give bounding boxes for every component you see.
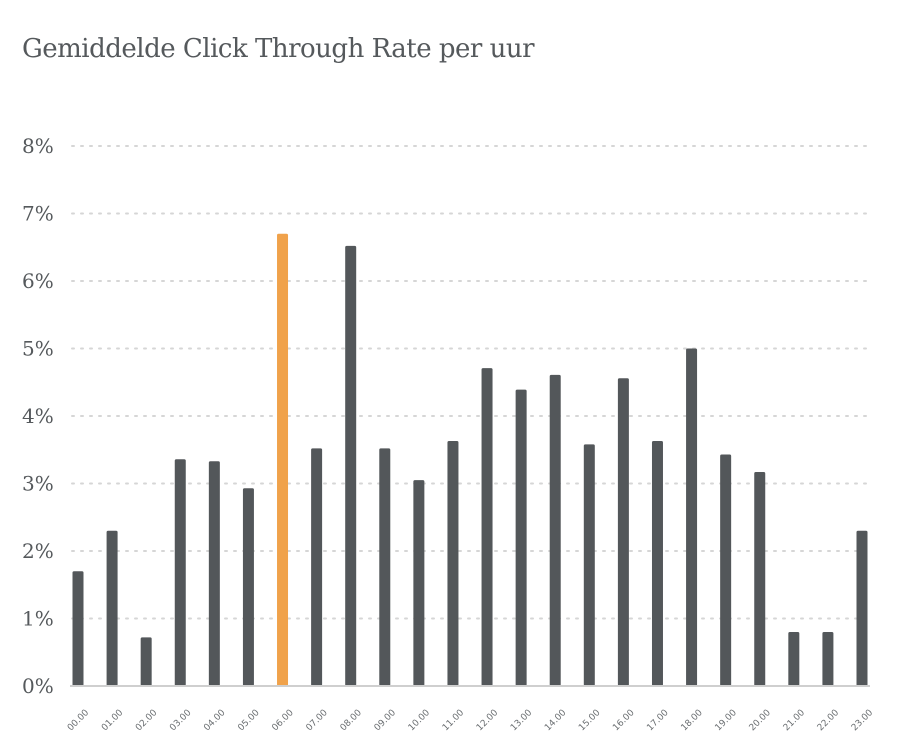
- x-tick-label: 01.00: [100, 708, 125, 733]
- bar-09-00: [379, 448, 391, 686]
- y-tick-label: 1%: [22, 607, 54, 631]
- bar-23-00: [856, 530, 868, 686]
- x-tick-label: 10.00: [407, 708, 432, 733]
- bar-08-00: [345, 245, 357, 686]
- x-tick-label: 00.00: [66, 708, 91, 733]
- y-tick-label: 8%: [22, 134, 54, 158]
- bar-00-00: [72, 571, 84, 686]
- x-tick-label: 11.00: [441, 708, 466, 733]
- x-tick-label: 15.00: [577, 708, 602, 733]
- bar-19-00: [720, 454, 732, 686]
- y-axis-ticks: 0% 1% 2% 3% 4% 5% 6% 7% 8%: [22, 134, 54, 698]
- x-tick-label: 21.00: [782, 708, 807, 733]
- x-tick-label: 17.00: [645, 708, 670, 733]
- gridlines: [71, 145, 871, 620]
- x-tick-label: 12.00: [475, 708, 500, 733]
- bar-04-00: [208, 461, 220, 686]
- x-tick-label: 14.00: [543, 708, 568, 733]
- y-tick-label: 7%: [22, 202, 54, 226]
- x-tick-label: 16.00: [611, 708, 636, 733]
- x-tick-label: 08.00: [339, 708, 364, 733]
- bar-10-00: [413, 480, 425, 686]
- x-tick-label: 04.00: [202, 708, 227, 733]
- bar-13-00: [515, 389, 527, 686]
- x-tick-label: 22.00: [816, 708, 841, 733]
- bar-07-00: [311, 448, 323, 686]
- chart-title: Gemiddelde Click Through Rate per uur: [22, 34, 535, 64]
- bar-21-00: [788, 632, 800, 686]
- x-tick-label: 02.00: [134, 708, 159, 733]
- bar-20-00: [754, 472, 766, 686]
- x-tick-label: 05.00: [236, 708, 261, 733]
- x-tick-label: 07.00: [305, 708, 330, 733]
- bar-02-00: [140, 637, 152, 686]
- bar-06-00: [277, 233, 289, 686]
- y-tick-label: 6%: [22, 269, 54, 293]
- x-tick-label: 03.00: [168, 708, 193, 733]
- bar-16-00: [617, 378, 629, 686]
- x-axis-ticks: 00.00 01.00 02.00 03.00 04.00 05.00 06.00 07.00…: [66, 708, 875, 733]
- bar-14-00: [549, 374, 561, 686]
- bar-11-00: [447, 440, 459, 686]
- x-tick-label: 09.00: [373, 708, 398, 733]
- bar-03-00: [174, 459, 186, 686]
- x-tick-label: 19.00: [714, 708, 739, 733]
- y-tick-label: 3%: [22, 472, 54, 496]
- bar-22-00: [822, 632, 834, 686]
- bar-01-00: [106, 530, 118, 686]
- y-tick-label: 2%: [22, 539, 54, 563]
- x-tick-label: 06.00: [270, 708, 295, 733]
- y-tick-label: 4%: [22, 404, 54, 428]
- bar-12-00: [481, 368, 493, 686]
- y-tick-label: 5%: [22, 337, 54, 361]
- bar-05-00: [242, 488, 254, 686]
- y-tick-label: 0%: [22, 674, 54, 698]
- x-tick-label: 18.00: [680, 708, 705, 733]
- x-tick-label: 23.00: [850, 708, 875, 733]
- bar-18-00: [686, 348, 698, 686]
- bar-17-00: [651, 440, 663, 686]
- x-tick-label: 13.00: [509, 708, 534, 733]
- bar-15-00: [583, 444, 595, 686]
- bars: [72, 233, 868, 686]
- x-tick-label: 20.00: [748, 708, 773, 733]
